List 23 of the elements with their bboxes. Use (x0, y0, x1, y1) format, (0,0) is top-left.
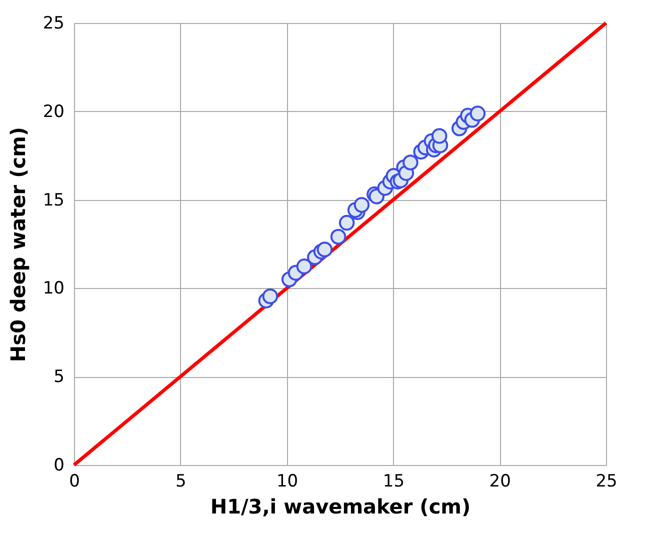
y-axis-title: Hs0 deep water (cm) (6, 126, 30, 362)
point (330, 228, 346, 245)
x-tick-label: 20 (489, 472, 511, 492)
point (316, 242, 333, 258)
x-tick-label: 10 (276, 472, 298, 492)
x-tick-label: 25 (596, 472, 618, 492)
y-tick-label: 5 (54, 367, 64, 388)
x-tick-label: 0 (69, 472, 80, 492)
y-tick-label: 20 (42, 102, 64, 122)
y-tick-label: 25 (42, 14, 64, 34)
point (338, 214, 355, 231)
x-tick-label: 5 (175, 472, 186, 492)
x-axis-title: H1/3,i wavemaker (cm) (210, 494, 471, 518)
point (262, 288, 278, 304)
y-tick-label: 0 (54, 456, 64, 476)
x-tick-label: 15 (382, 472, 405, 492)
y-tick-label: 15 (42, 190, 64, 210)
point (296, 258, 312, 274)
point (470, 106, 486, 122)
point (402, 154, 418, 170)
point (354, 197, 370, 213)
point (431, 128, 448, 144)
y-tick-label: 10 (42, 278, 64, 299)
